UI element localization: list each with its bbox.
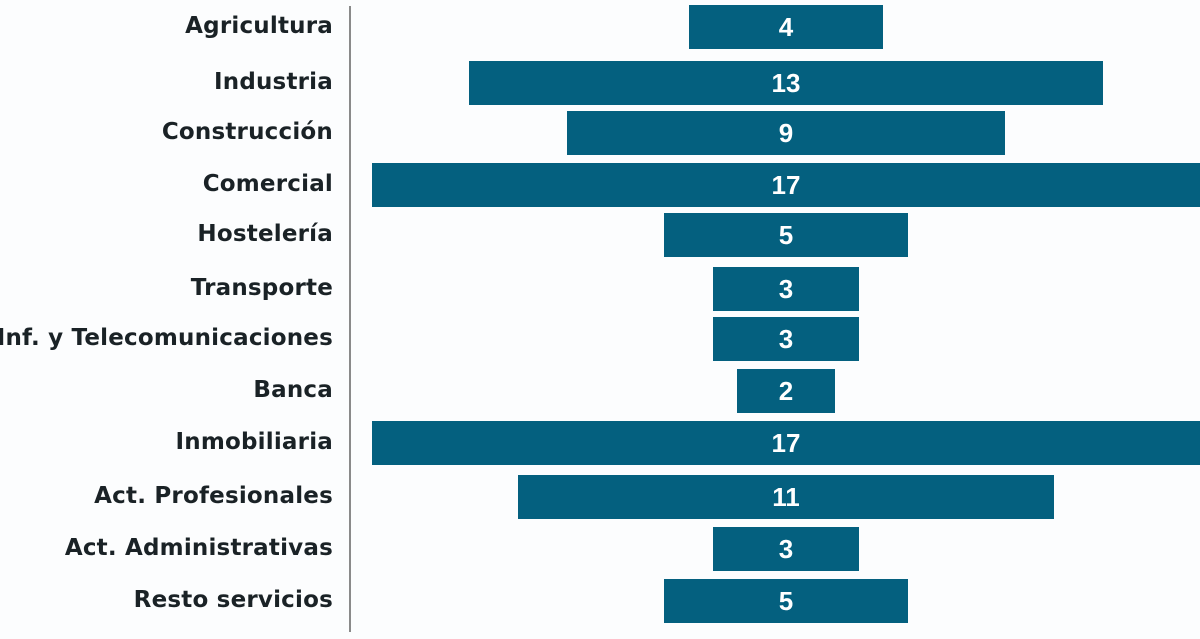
bar: 5: [664, 213, 908, 257]
category-label: Act. Administrativas: [64, 535, 333, 561]
y-axis-line: [349, 6, 351, 632]
category-label: Inmobiliaria: [175, 429, 333, 455]
bar-value-label: 3: [778, 274, 794, 304]
bar-value-label: 3: [778, 324, 794, 354]
bar-value-label: 2: [778, 376, 794, 406]
bar: 3: [712, 267, 860, 311]
bar: 5: [664, 579, 908, 623]
bar: 2: [737, 369, 835, 413]
category-label: Construcción: [161, 119, 333, 145]
bar: 3: [712, 527, 860, 571]
bar: 9: [566, 111, 1006, 155]
bar-value-label: 5: [778, 586, 794, 616]
category-label: Comercial: [202, 171, 333, 197]
bar: 4: [688, 5, 884, 49]
bar: 11: [518, 475, 1054, 519]
bar: 17: [372, 163, 1200, 207]
category-label: Resto servicios: [133, 587, 333, 613]
bar-value-label: 17: [771, 170, 801, 200]
category-label: Industria: [213, 69, 333, 95]
category-label: Act. Profesionales: [94, 483, 333, 509]
bar: 3: [712, 317, 860, 361]
bar-value-label: 5: [778, 220, 794, 250]
bar: 13: [469, 61, 1103, 105]
category-label: Agricultura: [185, 13, 333, 39]
bar-value-label: 9: [778, 118, 794, 148]
category-label: Transporte: [190, 275, 333, 301]
bar-value-label: 17: [771, 428, 801, 458]
bar-value-label: 3: [778, 534, 794, 564]
category-label: Banca: [253, 377, 333, 403]
bar: 17: [372, 421, 1200, 465]
bar-value-label: 11: [772, 482, 800, 512]
category-label: Hostelería: [197, 221, 333, 247]
category-label: Inf. y Telecomunicaciones: [0, 325, 333, 351]
bar-value-label: 4: [778, 12, 794, 42]
bar-value-label: 13: [771, 68, 801, 98]
